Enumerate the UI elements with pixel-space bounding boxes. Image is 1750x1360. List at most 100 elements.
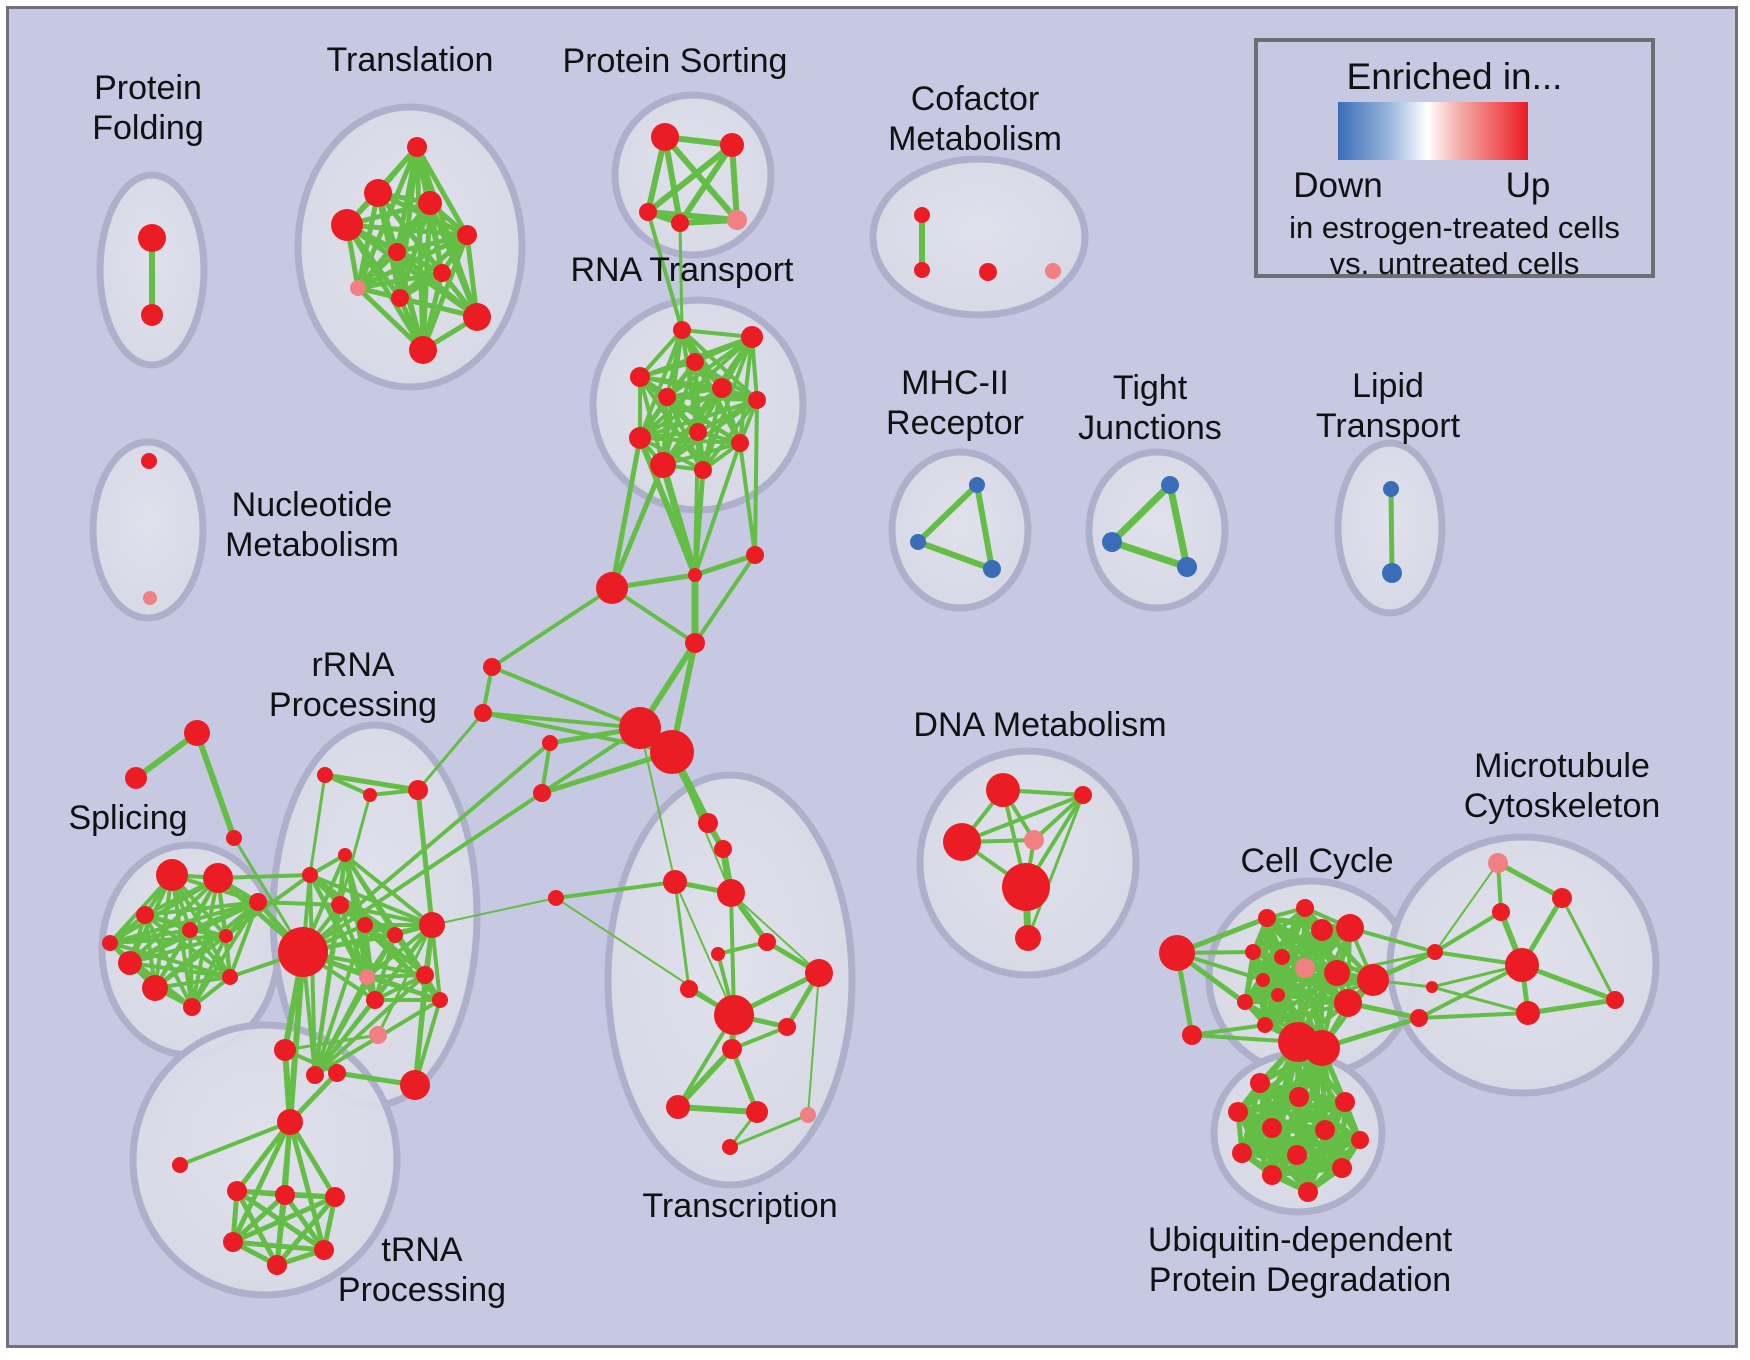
node-tr10	[666, 1095, 690, 1119]
edge	[730, 892, 820, 974]
node-tr7	[714, 995, 754, 1035]
node-t4	[418, 191, 442, 215]
edge	[1166, 481, 1191, 571]
node-u5	[1262, 1118, 1282, 1138]
edge	[230, 1194, 338, 1245]
node-c5	[1311, 919, 1333, 941]
edge	[661, 398, 759, 467]
node-c14	[1237, 994, 1253, 1010]
node-r3	[686, 353, 704, 371]
edge	[373, 933, 397, 1002]
node-rr7	[278, 927, 328, 977]
edge	[646, 210, 684, 332]
edge	[413, 973, 427, 1087]
cluster-label-tight-junctions-line1: Tight	[1113, 369, 1188, 407]
node-t11	[409, 336, 437, 364]
node-q1	[274, 1039, 296, 1061]
node-m1	[969, 477, 985, 493]
edge	[282, 1192, 327, 1253]
node-s7	[142, 975, 168, 1001]
edge	[753, 398, 759, 557]
node-sp1	[184, 720, 210, 746]
node-cf2	[914, 262, 930, 278]
edge	[678, 221, 684, 332]
edge	[108, 934, 228, 945]
cluster-label-rrna-processing-line2: Processing	[269, 686, 437, 724]
edge	[355, 285, 426, 353]
node-r4	[630, 367, 650, 387]
node-t8	[350, 280, 366, 296]
edge	[609, 435, 643, 591]
node-rr17	[306, 1066, 324, 1084]
edge	[216, 873, 312, 880]
node-rr14	[366, 991, 384, 1009]
edge	[194, 730, 237, 841]
edge	[301, 741, 552, 954]
edge	[1261, 978, 1350, 1005]
node-tr11	[746, 1101, 768, 1123]
node-b6	[650, 730, 694, 774]
edge	[673, 880, 691, 991]
node-tn7	[314, 1240, 334, 1260]
node-b4	[685, 633, 705, 653]
edge	[274, 1194, 338, 1268]
node-c8	[1274, 949, 1290, 965]
node-mt6	[1606, 991, 1624, 1009]
node-sp3	[226, 830, 242, 846]
edge	[1269, 1165, 1345, 1178]
edge	[1335, 950, 1437, 975]
node-m2	[910, 534, 926, 550]
edge	[639, 727, 676, 883]
edge	[343, 853, 434, 927]
node-cf4	[1045, 263, 1061, 279]
cluster-label-trna-processing-line2: Processing	[338, 1271, 506, 1309]
edge	[692, 552, 758, 578]
node-mt2	[1552, 888, 1572, 908]
edge	[313, 973, 427, 1077]
node-cf3	[979, 263, 997, 281]
edge	[1388, 486, 1395, 576]
node-c4	[1296, 899, 1314, 917]
node-u11	[1262, 1165, 1282, 1185]
edge	[313, 923, 367, 1077]
edge	[416, 711, 485, 792]
node-r8	[689, 423, 707, 441]
node-tr9	[722, 1039, 742, 1059]
cluster-label-cell-cycle: Cell Cycle	[1240, 842, 1393, 880]
edge	[344, 222, 426, 353]
node-tr1	[663, 870, 687, 894]
node-r2	[741, 326, 763, 348]
node-u1	[1250, 1073, 1270, 1093]
edge	[645, 142, 735, 215]
edge	[1269, 1137, 1363, 1178]
node-m3	[983, 560, 1001, 578]
node-q4	[369, 1026, 387, 1044]
node-t1	[407, 137, 427, 157]
node-rr13	[432, 992, 448, 1008]
edge	[287, 949, 306, 1125]
edge	[729, 891, 736, 1017]
node-tn6	[223, 1232, 243, 1252]
node-ps4	[671, 214, 689, 232]
edge	[1032, 793, 1085, 842]
edge	[365, 923, 434, 979]
legend-up-label: Up	[1505, 166, 1551, 205]
cluster-label-rrna-processing-line1: rRNA	[311, 646, 394, 684]
node-tn2	[172, 1157, 188, 1173]
edge	[1417, 963, 1524, 1020]
edge	[638, 328, 684, 379]
edge	[693, 553, 757, 645]
edge	[365, 973, 427, 979]
node-b3	[596, 572, 628, 604]
node-x1	[1427, 944, 1443, 960]
edge	[693, 441, 742, 577]
node-t10	[463, 303, 491, 331]
node-lt2	[1382, 563, 1402, 583]
node-u3	[1335, 1092, 1355, 1112]
node-d6	[1015, 925, 1041, 951]
edge	[738, 441, 757, 557]
cluster-ellipse-tight-junctions	[1085, 448, 1229, 612]
cluster-label-protein-folding-line1: Protein	[94, 69, 202, 107]
edge	[363, 923, 377, 1002]
node-ps2	[720, 133, 744, 157]
